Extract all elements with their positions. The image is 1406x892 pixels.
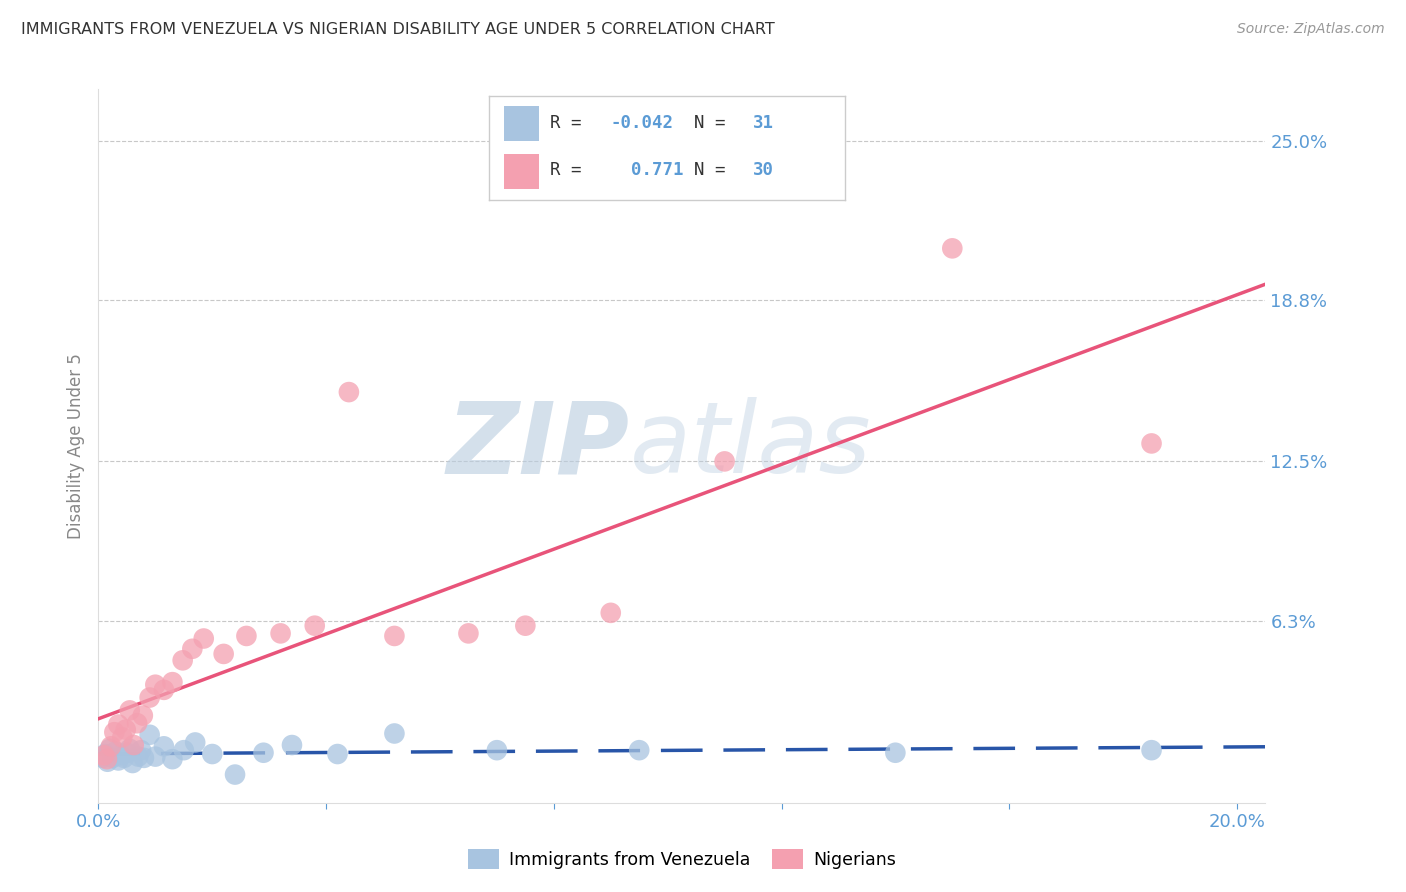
Point xyxy=(107,754,129,768)
Point xyxy=(98,742,121,756)
Point xyxy=(138,728,160,742)
Point xyxy=(1140,436,1163,450)
Point xyxy=(118,742,141,756)
Point xyxy=(114,723,136,737)
Point xyxy=(127,749,149,764)
Point xyxy=(101,751,124,765)
Point xyxy=(304,618,326,632)
Point xyxy=(193,632,215,646)
Point xyxy=(153,739,176,754)
Point xyxy=(122,738,145,752)
Point xyxy=(172,653,194,667)
Point xyxy=(457,626,479,640)
Point xyxy=(118,703,141,717)
Point xyxy=(129,743,152,757)
Point xyxy=(1140,743,1163,757)
Point xyxy=(121,756,143,770)
Point xyxy=(96,752,118,766)
Point xyxy=(181,641,204,656)
Text: Source: ZipAtlas.com: Source: ZipAtlas.com xyxy=(1237,22,1385,37)
Point xyxy=(224,767,246,781)
Point xyxy=(162,752,184,766)
Point xyxy=(941,241,963,255)
Point xyxy=(326,747,349,761)
Point xyxy=(91,751,114,765)
Point xyxy=(115,746,138,760)
Point xyxy=(107,717,129,731)
Text: atlas: atlas xyxy=(630,398,872,494)
Point xyxy=(153,682,176,697)
Point xyxy=(235,629,257,643)
Point xyxy=(143,678,166,692)
Y-axis label: Disability Age Under 5: Disability Age Under 5 xyxy=(66,353,84,539)
Point xyxy=(884,746,907,760)
Point xyxy=(384,726,406,740)
Point xyxy=(337,385,360,400)
Point xyxy=(138,690,160,705)
Point xyxy=(212,647,235,661)
Text: IMMIGRANTS FROM VENEZUELA VS NIGERIAN DISABILITY AGE UNDER 5 CORRELATION CHART: IMMIGRANTS FROM VENEZUELA VS NIGERIAN DI… xyxy=(21,22,775,37)
Point xyxy=(713,454,735,468)
Point xyxy=(132,708,155,723)
Point xyxy=(252,746,274,760)
Point xyxy=(485,743,508,757)
Point xyxy=(96,755,118,769)
Point xyxy=(111,731,134,745)
Point xyxy=(143,749,166,764)
Point xyxy=(599,606,621,620)
Point xyxy=(127,716,149,731)
Point xyxy=(628,743,651,757)
Point xyxy=(173,743,195,757)
Point xyxy=(281,738,304,752)
Point xyxy=(110,748,132,763)
Point xyxy=(270,626,292,640)
Point xyxy=(112,751,135,765)
Point xyxy=(93,748,115,763)
Point xyxy=(162,675,184,690)
Point xyxy=(104,744,127,758)
Text: ZIP: ZIP xyxy=(446,398,630,494)
Point xyxy=(201,747,224,761)
Point xyxy=(100,739,122,754)
Point xyxy=(184,735,207,749)
Point xyxy=(384,629,406,643)
Point xyxy=(132,751,155,765)
Legend: Immigrants from Venezuela, Nigerians: Immigrants from Venezuela, Nigerians xyxy=(461,842,903,876)
Point xyxy=(515,618,537,632)
Point xyxy=(94,747,117,761)
Point xyxy=(103,725,125,739)
